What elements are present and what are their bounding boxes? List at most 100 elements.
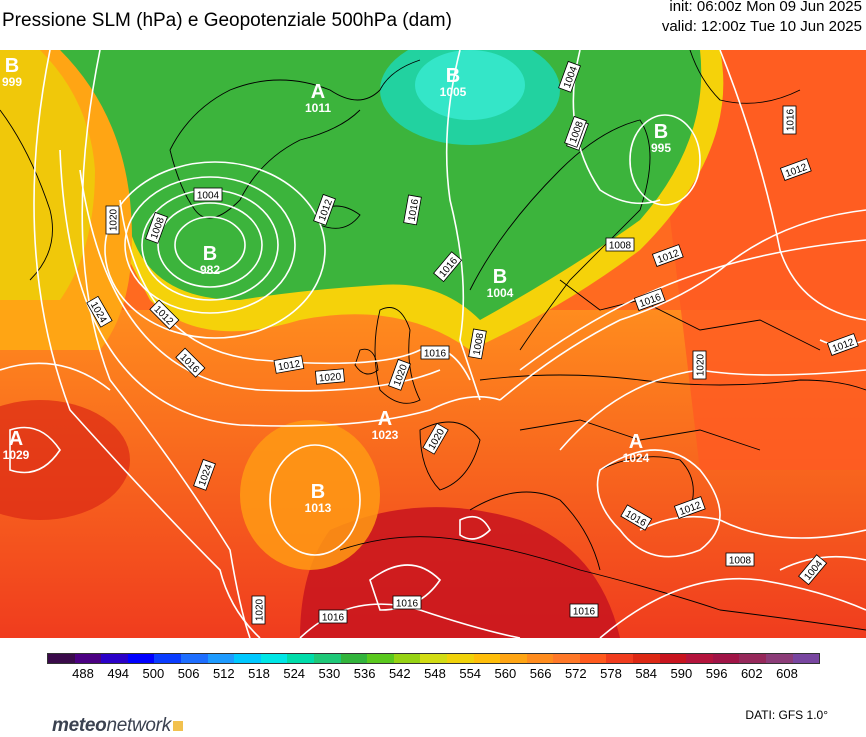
colorbar-swatch — [260, 654, 288, 663]
isobar-label: 1016 — [392, 595, 422, 610]
center-type-label: B — [493, 266, 507, 288]
center-type-label: A — [378, 408, 392, 430]
isobar-label: 1016 — [782, 105, 797, 135]
colorbar-swatch — [579, 654, 607, 663]
colorbar-label: 494 — [107, 666, 130, 681]
colorbar-swatch — [127, 654, 155, 663]
colorbar-label: 500 — [142, 666, 165, 681]
svg-text:1016: 1016 — [322, 613, 345, 624]
isobar-label: 1020 — [105, 205, 120, 235]
svg-text:1008: 1008 — [729, 556, 752, 567]
svg-text:1008: 1008 — [472, 332, 487, 356]
colorbar-swatch — [473, 654, 501, 663]
colorbar-swatch — [287, 654, 314, 663]
svg-text:1016: 1016 — [396, 599, 419, 610]
svg-text:1020: 1020 — [109, 208, 120, 231]
colorbar-label: 488 — [72, 666, 94, 681]
colorbar-label: 548 — [424, 666, 446, 681]
svg-text:1020: 1020 — [319, 372, 343, 385]
colorbar-label: 554 — [459, 666, 482, 681]
center-pressure-value: 1029 — [3, 448, 30, 462]
colorbar-swatch — [393, 654, 421, 663]
center-pressure-value: 1013 — [305, 501, 332, 515]
colorbar-swatch — [712, 654, 740, 663]
weather-map: 1004100410081004100810081012101610201024… — [0, 50, 866, 638]
colorbar-label: 608 — [776, 666, 798, 681]
center-pressure-value: 999 — [2, 75, 22, 89]
colorbar-swatch — [500, 654, 527, 663]
svg-text:1016: 1016 — [407, 198, 422, 222]
svg-text:1016: 1016 — [424, 349, 447, 360]
center-type-label: B — [311, 481, 325, 503]
colorbar-swatch — [766, 654, 793, 663]
svg-text:1008: 1008 — [609, 241, 632, 252]
colorbar-swatch — [420, 654, 447, 663]
colorbar-swatch — [659, 654, 687, 663]
data-credit: DATI: GFS 1.0° — [745, 708, 828, 722]
center-type-label: B — [446, 65, 460, 87]
colorbar-label: 530 — [318, 666, 341, 681]
colorbar-label: 584 — [635, 666, 658, 681]
colorbar-swatch — [154, 654, 181, 663]
colorbar-swatch — [446, 654, 474, 663]
isobar-label: 1020 — [692, 350, 707, 380]
isobar-label: 1008 — [725, 552, 755, 567]
colorbar-swatch — [180, 654, 208, 663]
valid-time: valid: 12:00z Tue 10 Jun 2025 — [661, 18, 862, 35]
colorbar-swatch — [48, 654, 75, 663]
logo-square — [172, 721, 183, 731]
colorbar-swatch — [526, 654, 554, 663]
svg-text:1012: 1012 — [277, 359, 301, 374]
colorbar-label: 536 — [353, 666, 376, 681]
colorbar-label: 566 — [529, 666, 552, 681]
colorbar-swatch — [633, 654, 660, 663]
colorbar-swatch — [234, 654, 261, 663]
colorbar-labels: 488 494 500 506 512 518 524 530 536 542 548 554 560 5… — [0, 666, 866, 686]
colorbar-swatch — [367, 654, 394, 663]
coastlines — [0, 50, 866, 631]
colorbar-label: 506 — [177, 666, 200, 681]
colorbar-swatch — [553, 654, 580, 663]
meteonetwork-logo: meteonetwork — [52, 715, 183, 737]
center-type-label: A — [629, 431, 643, 453]
atlantic-warm-zone — [0, 400, 130, 520]
center-pressure-value: 1024 — [623, 451, 650, 465]
center-pressure-value: 1011 — [305, 101, 331, 115]
svg-text:1016: 1016 — [786, 108, 797, 131]
colorbar-label: 578 — [600, 666, 622, 681]
center-pressure-value: 995 — [651, 141, 671, 155]
center-pressure-value: 1005 — [440, 85, 467, 99]
iberian-low-zone — [240, 420, 380, 570]
colorbar-label: 518 — [248, 666, 270, 681]
isobar-label: 1008 — [468, 328, 487, 360]
colorbar-swatch — [207, 654, 235, 663]
colorbar-label: 524 — [283, 666, 306, 681]
svg-text:1020: 1020 — [255, 598, 266, 621]
center-type-label: B — [203, 243, 217, 265]
svg-text:1004: 1004 — [197, 191, 220, 202]
colorbar-swatch — [340, 654, 368, 663]
colorbar-label: 596 — [705, 666, 728, 681]
colorbar-swatch — [686, 654, 713, 663]
isobar-label: 1012 — [273, 355, 305, 374]
colorbar-label: 512 — [212, 666, 235, 681]
center-type-label: A — [9, 428, 23, 450]
isobar-label: 1016 — [403, 194, 422, 226]
colorbar-swatch — [74, 654, 102, 663]
logo-main: meteo — [52, 715, 107, 736]
isobar-label: 1008 — [605, 237, 635, 252]
geopotential-colorbar — [47, 653, 820, 664]
colorbar-label: 590 — [670, 666, 693, 681]
isobar-label: 1020 — [251, 595, 266, 625]
colorbar-swatch — [606, 654, 634, 663]
isobar-label: 1004 — [193, 187, 223, 202]
colorbar-label: 560 — [494, 666, 517, 681]
